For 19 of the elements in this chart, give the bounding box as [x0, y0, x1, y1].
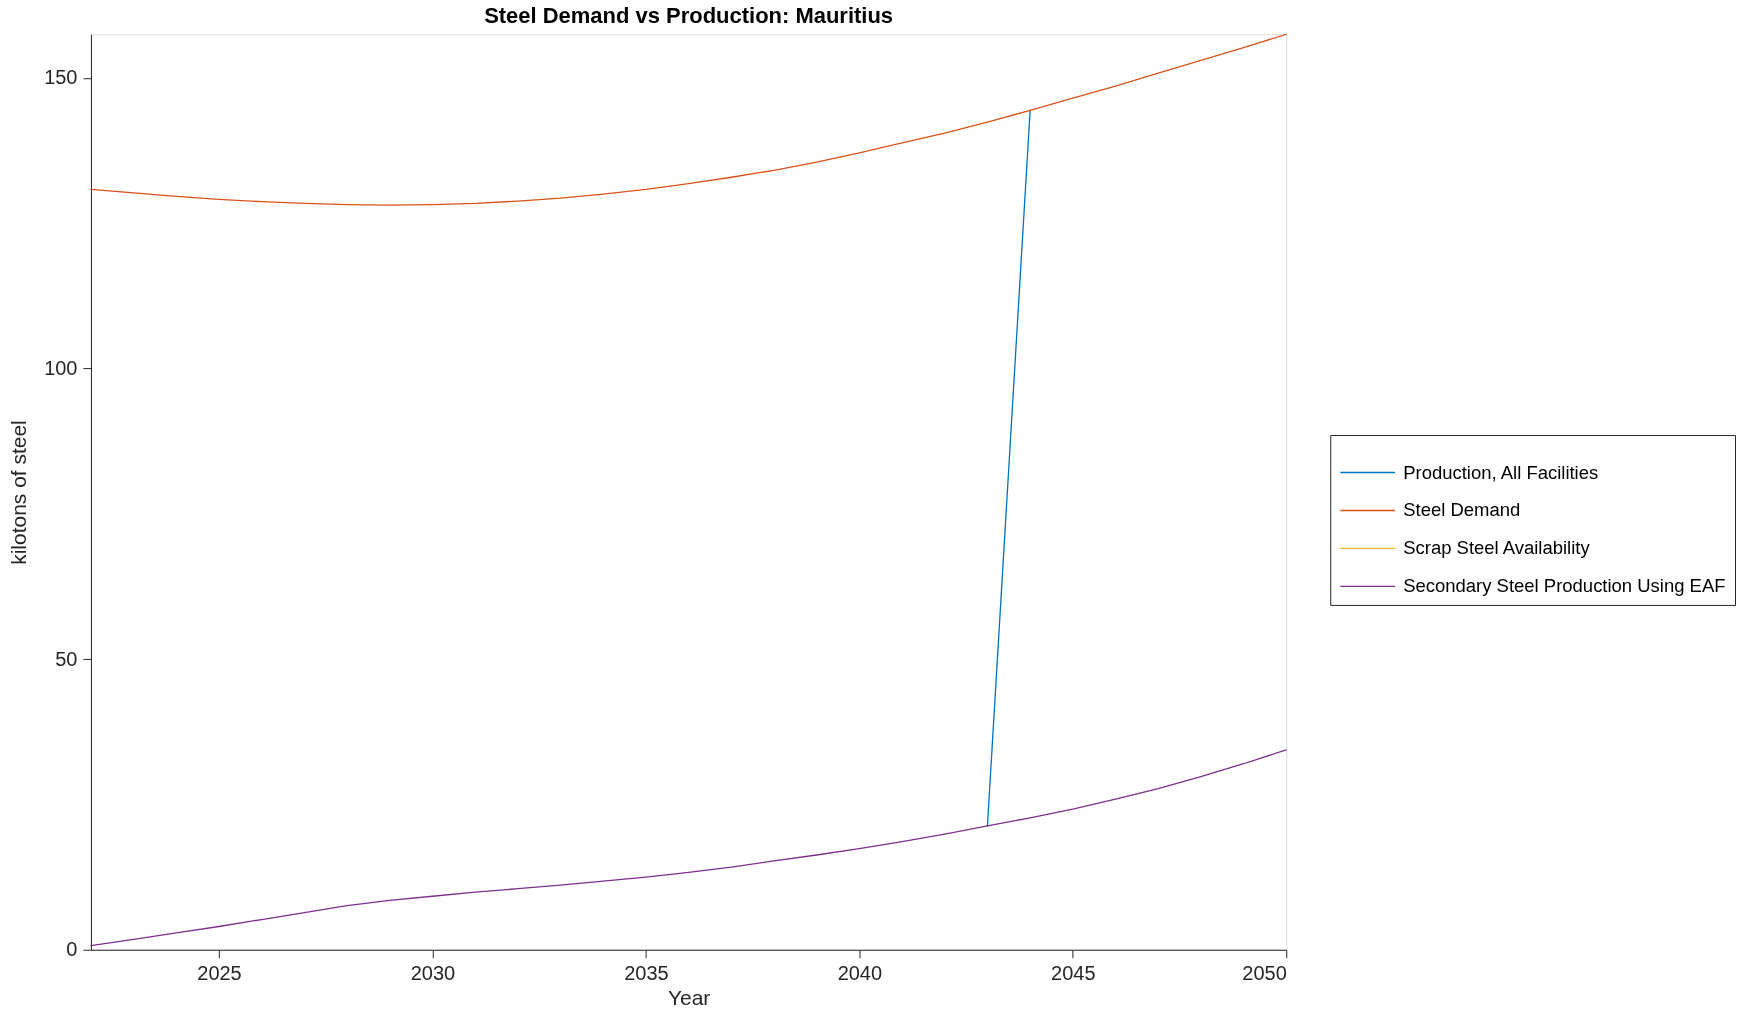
- x-axis-title: Year: [667, 986, 711, 1010]
- y-tick-label: 150: [44, 66, 78, 89]
- legend-label: Secondary Steel Production Using EAF: [1403, 575, 1726, 597]
- x-tick-label: 2040: [837, 962, 883, 985]
- y-axis-title: kilotons of steel: [7, 420, 31, 565]
- chart-title: Steel Demand vs Production: Mauritius: [484, 2, 894, 28]
- legend-label: Production, All Facilities: [1403, 461, 1599, 483]
- x-tick-label: 2050: [1242, 962, 1287, 985]
- x-tick-label: 2045: [1051, 962, 1096, 985]
- line-series: [90, 33, 1287, 206]
- legend-label: Scrap Steel Availability: [1403, 537, 1591, 559]
- line-series: [90, 749, 1287, 947]
- x-tick-label: 2030: [410, 962, 456, 985]
- y-tick-label: 100: [44, 356, 78, 379]
- y-tick-label: 0: [66, 938, 78, 961]
- x-tick-label: 2025: [197, 962, 242, 985]
- legend-label: Steel Demand: [1403, 499, 1521, 521]
- x-tick-label: 2035: [624, 962, 669, 985]
- y-tick-label: 50: [55, 647, 78, 670]
